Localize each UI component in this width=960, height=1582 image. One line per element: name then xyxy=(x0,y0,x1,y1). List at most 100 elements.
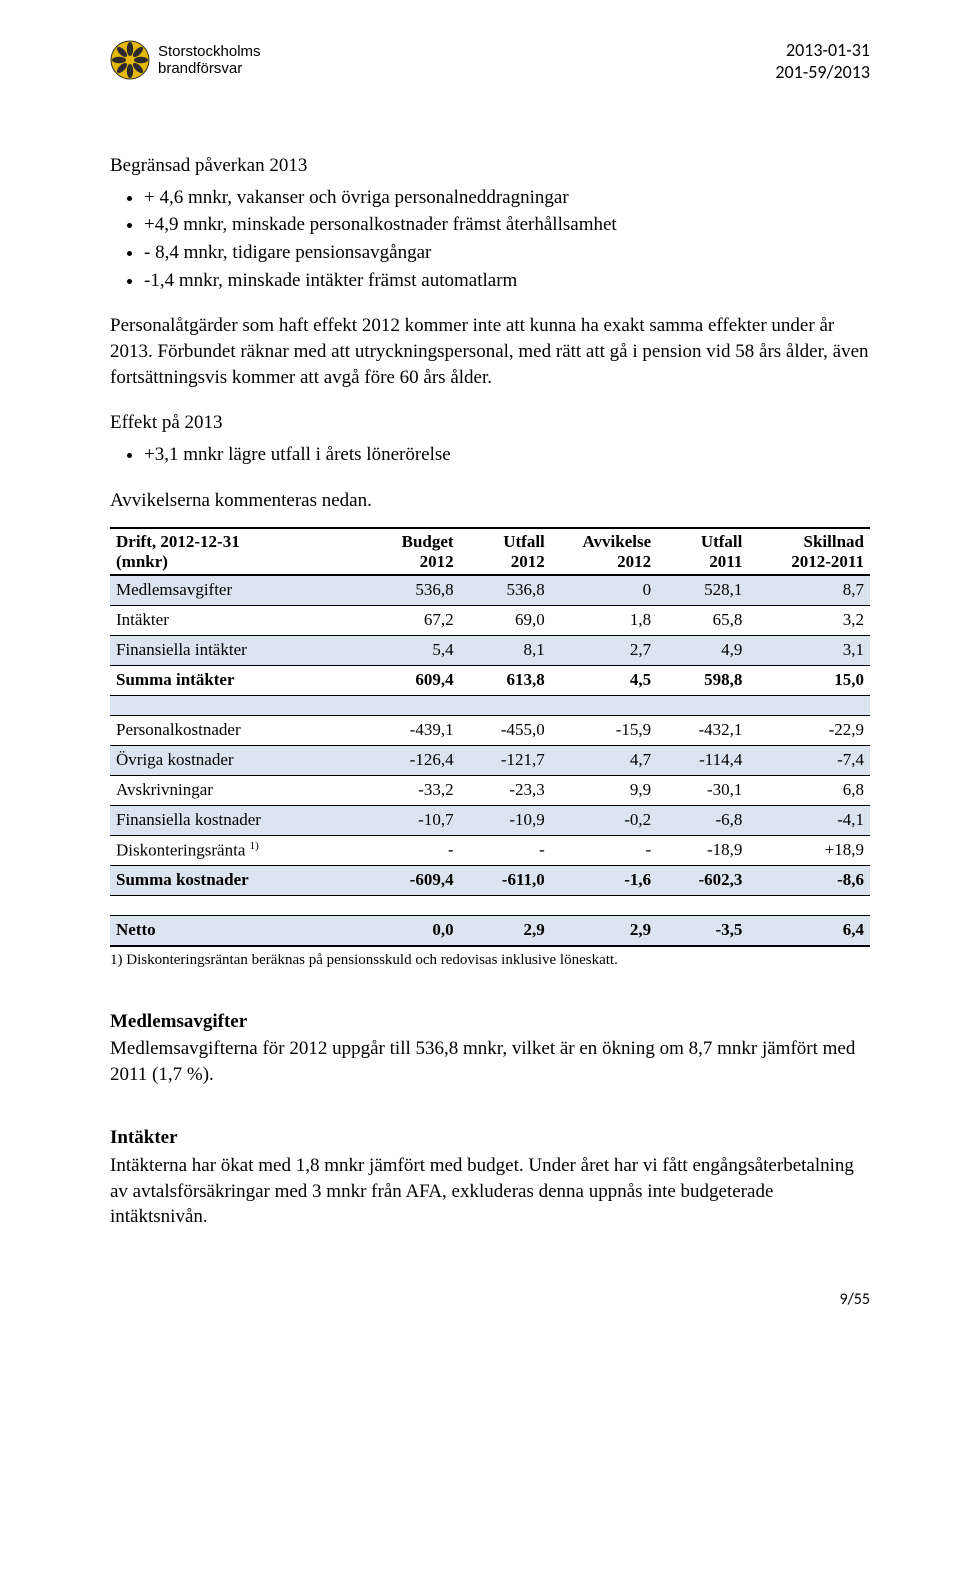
cell-value: -6,8 xyxy=(657,805,748,835)
section1-para: Personalåtgärder som haft effekt 2012 ko… xyxy=(110,313,870,390)
cell-value: -4,1 xyxy=(748,805,870,835)
org-name-line1: Storstockholms xyxy=(158,43,261,60)
cell-value: 6,4 xyxy=(748,916,870,946)
table-row: Intäkter67,269,01,865,83,2 xyxy=(110,606,870,636)
cell-value: 67,2 xyxy=(361,606,460,636)
row-label: Personalkostnader xyxy=(110,716,361,746)
cell-value: - xyxy=(460,835,551,866)
table-row: Netto0,02,92,9-3,56,4 xyxy=(110,916,870,946)
section1-title: Begränsad påverkan 2013 xyxy=(110,153,870,179)
list-item: +3,1 mnkr lägre utfall i årets lönerörel… xyxy=(144,442,870,468)
page-number: 9/55 xyxy=(110,1290,870,1309)
cell-value: 2,7 xyxy=(551,636,657,666)
cell-value: 536,8 xyxy=(361,575,460,605)
table-row: Summa kostnader-609,4-611,0-1,6-602,3-8,… xyxy=(110,866,870,896)
cell-value: -33,2 xyxy=(361,775,460,805)
intakter-title: Intäkter xyxy=(110,1125,870,1151)
row-label: Intäkter xyxy=(110,606,361,636)
cell-value: -114,4 xyxy=(657,746,748,776)
org-name: Storstockholms brandförsvar xyxy=(158,43,261,78)
cell-value: -602,3 xyxy=(657,866,748,896)
cell-value: -0,2 xyxy=(551,805,657,835)
cell-value: -609,4 xyxy=(361,866,460,896)
medlem-title: Medlemsavgifter xyxy=(110,1009,870,1035)
cell-value: -8,6 xyxy=(748,866,870,896)
cell-value: -432,1 xyxy=(657,716,748,746)
row-label: Summa intäkter xyxy=(110,666,361,696)
body-content: Begränsad påverkan 2013 + 4,6 mnkr, vaka… xyxy=(110,153,870,1230)
cell-value: -10,9 xyxy=(460,805,551,835)
cell-value: 536,8 xyxy=(460,575,551,605)
col-header: Drift, 2012-12-31(mnkr) xyxy=(110,528,361,575)
document-page: Storstockholms brandförsvar 2013-01-31 2… xyxy=(0,0,960,1359)
cell-value: -7,4 xyxy=(748,746,870,776)
org-name-line2: brandförsvar xyxy=(158,60,261,77)
row-label: Finansiella kostnader xyxy=(110,805,361,835)
table-row: Finansiella kostnader-10,7-10,9-0,2-6,8-… xyxy=(110,805,870,835)
list-item: +4,9 mnkr, minskade personalkostnader fr… xyxy=(144,212,870,238)
cell-value: 1,8 xyxy=(551,606,657,636)
drift-table: Drift, 2012-12-31(mnkr) Budget2012 Utfal… xyxy=(110,527,870,947)
drift-table-wrap: Drift, 2012-12-31(mnkr) Budget2012 Utfal… xyxy=(110,527,870,970)
cell-value: - xyxy=(551,835,657,866)
table-body-netto: Netto0,02,92,9-3,56,4 xyxy=(110,916,870,946)
table-row: Summa intäkter609,4613,84,5598,815,0 xyxy=(110,666,870,696)
cell-value: 3,2 xyxy=(748,606,870,636)
header-ref: 201-59/2013 xyxy=(775,62,870,84)
cell-value: 2,9 xyxy=(460,916,551,946)
cell-value: -455,0 xyxy=(460,716,551,746)
cell-value: 4,7 xyxy=(551,746,657,776)
table-spacer xyxy=(110,896,870,916)
cell-value: +18,9 xyxy=(748,835,870,866)
col-header: Skillnad2012-2011 xyxy=(748,528,870,575)
list-item: + 4,6 mnkr, vakanser och övriga personal… xyxy=(144,185,870,211)
section1-bullets: + 4,6 mnkr, vakanser och övriga personal… xyxy=(110,185,870,294)
row-label: Avskrivningar xyxy=(110,775,361,805)
section2-bullets: +3,1 mnkr lägre utfall i årets lönerörel… xyxy=(110,442,870,468)
section2-title: Effekt på 2013 xyxy=(110,410,870,436)
cell-value: 528,1 xyxy=(657,575,748,605)
cell-value: 3,1 xyxy=(748,636,870,666)
cell-value: -3,5 xyxy=(657,916,748,946)
cell-value: 6,8 xyxy=(748,775,870,805)
cell-value: 9,9 xyxy=(551,775,657,805)
cell-value: -439,1 xyxy=(361,716,460,746)
table-row: Medlemsavgifter536,8536,80528,18,7 xyxy=(110,575,870,605)
table-row: Personalkostnader-439,1-455,0-15,9-432,1… xyxy=(110,716,870,746)
list-item: - 8,4 mnkr, tidigare pensionsavgångar xyxy=(144,240,870,266)
cell-value: 8,1 xyxy=(460,636,551,666)
table-row: Övriga kostnader-126,4-121,74,7-114,4-7,… xyxy=(110,746,870,776)
row-label: Summa kostnader xyxy=(110,866,361,896)
cell-value: 15,0 xyxy=(748,666,870,696)
cell-value: 609,4 xyxy=(361,666,460,696)
org-logo-block: Storstockholms brandförsvar xyxy=(110,40,261,80)
cell-value: 0 xyxy=(551,575,657,605)
cell-value: 4,5 xyxy=(551,666,657,696)
cell-value: -22,9 xyxy=(748,716,870,746)
cell-value: 598,8 xyxy=(657,666,748,696)
intakter-text: Intäkterna har ökat med 1,8 mnkr jämfört… xyxy=(110,1153,870,1230)
cell-value: -611,0 xyxy=(460,866,551,896)
page-header: Storstockholms brandförsvar 2013-01-31 2… xyxy=(110,40,870,83)
cell-value: -23,3 xyxy=(460,775,551,805)
row-label: Netto xyxy=(110,916,361,946)
col-header: Avvikelse2012 xyxy=(551,528,657,575)
cell-value: 69,0 xyxy=(460,606,551,636)
table-head: Drift, 2012-12-31(mnkr) Budget2012 Utfal… xyxy=(110,528,870,575)
cell-value: 0,0 xyxy=(361,916,460,946)
cell-value: -126,4 xyxy=(361,746,460,776)
row-label: Övriga kostnader xyxy=(110,746,361,776)
cell-value: 8,7 xyxy=(748,575,870,605)
header-date: 2013-01-31 xyxy=(775,40,870,62)
cell-value: -1,6 xyxy=(551,866,657,896)
cell-value: 4,9 xyxy=(657,636,748,666)
table-body-costs: Personalkostnader-439,1-455,0-15,9-432,1… xyxy=(110,716,870,896)
col-header: Utfall2011 xyxy=(657,528,748,575)
cell-value: -15,9 xyxy=(551,716,657,746)
row-label: Finansiella intäkter xyxy=(110,636,361,666)
table-row: Avskrivningar-33,2-23,39,9-30,16,8 xyxy=(110,775,870,805)
header-date-ref: 2013-01-31 201-59/2013 xyxy=(775,40,870,83)
row-label: Diskonteringsränta 1) xyxy=(110,835,361,866)
avvik-intro: Avvikelserna kommenteras nedan. xyxy=(110,488,870,514)
flower-logo-icon xyxy=(110,40,150,80)
